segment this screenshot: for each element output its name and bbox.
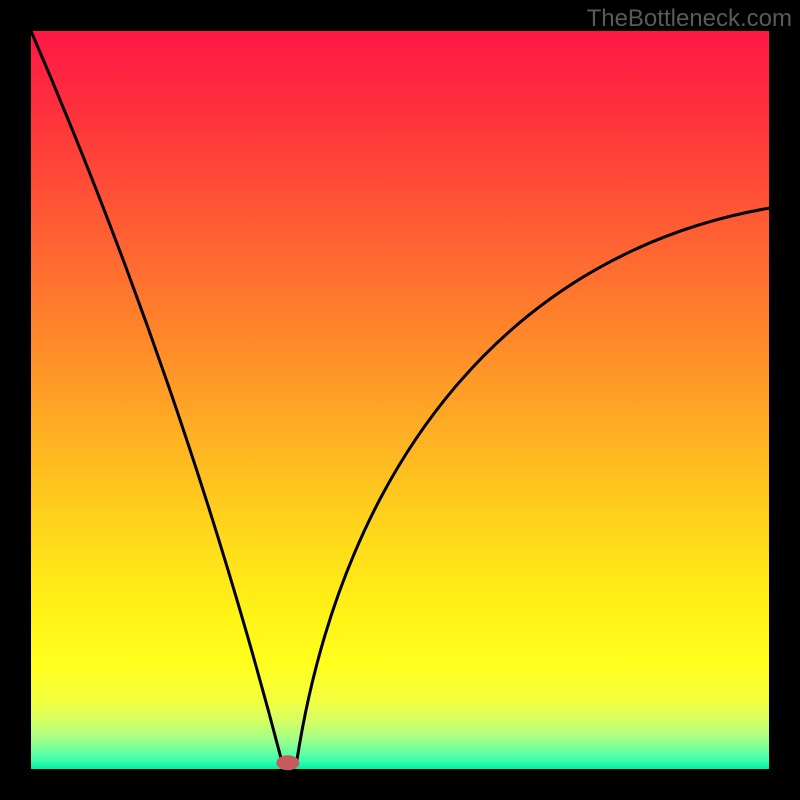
watermark-text: TheBottleneck.com: [587, 5, 792, 33]
minimum-marker: [277, 756, 299, 770]
plot-area: [31, 31, 769, 769]
bottleneck-chart: [0, 0, 800, 800]
